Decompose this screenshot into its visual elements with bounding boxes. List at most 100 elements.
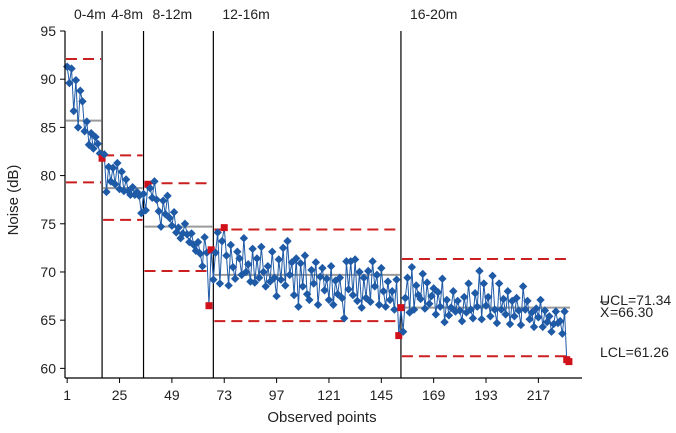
data-point [536,295,545,305]
data-point [401,293,410,303]
data-point [560,307,569,316]
data-point [481,301,491,310]
data-point [398,327,408,336]
y-axis-ticks: 60 65 70 75 80 85 90 95 [40,23,65,376]
data-point [499,294,508,304]
out-of-control-point [207,246,215,254]
data-point [512,293,521,303]
data-point [529,322,539,332]
data-point [357,303,366,312]
phase-label-1: 4-8m [111,6,143,22]
data-point [102,187,111,197]
data-point [440,317,449,327]
y-tick-label: 70 [40,264,56,280]
data-point [477,315,486,324]
data-point [89,144,98,153]
y-tick-label: 95 [40,23,56,39]
y-tick-label: 90 [40,71,56,87]
data-point [300,251,310,260]
data-point [409,305,419,314]
data-point [193,237,203,247]
data-point [340,314,349,323]
data-point [335,273,345,282]
data-point [486,312,495,321]
data-point [355,267,364,277]
data-point [73,123,83,132]
data-point [158,196,168,205]
data-point [196,249,205,258]
phase-label-2: 8-12m [153,6,193,22]
data-point [368,257,377,266]
data-point [442,295,451,305]
x-tick-label: 193 [474,387,498,403]
data-point [167,221,177,230]
data-point [531,304,541,313]
data-point [174,223,183,232]
data-point [547,327,556,336]
data-point [385,295,395,305]
data-point [276,275,286,284]
out-of-control-point [565,358,573,366]
data-point [130,190,140,200]
data-point [403,273,412,282]
data-point [235,254,244,263]
data-point [257,242,266,252]
y-tick-label: 65 [40,312,56,328]
data-point [488,271,497,281]
data-point [108,163,118,173]
data-point [78,97,87,106]
data-point [259,267,268,277]
x-tick-label: 49 [164,387,180,403]
data-point [82,117,92,126]
data-point [492,318,502,328]
data-point [233,247,242,256]
x-tick-label: 73 [216,387,232,403]
data-point [268,247,277,256]
data-point [540,306,550,315]
data-point [344,285,353,294]
data-point [483,292,493,302]
data-point [329,300,338,309]
data-point [191,246,201,255]
data-point [117,167,126,176]
phase-divider-group [101,31,402,378]
data-point [292,254,301,263]
data-point [209,275,218,284]
data-point [248,244,257,254]
x-tick-label: 97 [269,387,285,403]
data-point [359,273,369,282]
data-point [309,279,318,288]
data-point [222,251,231,260]
data-point [163,191,172,201]
data-point [84,140,94,149]
cl-symbol: X [600,304,610,320]
out-of-control-point [205,302,213,310]
data-point [228,262,238,272]
y-axis-title: Noise (dB) [5,165,22,236]
data-point [322,274,331,283]
data-point [342,257,351,266]
data-point [189,240,198,250]
data-point [307,265,316,275]
data-point [110,180,120,189]
data-point [407,262,417,272]
data-point [444,311,454,320]
data-point [106,177,116,186]
data-point [285,270,294,280]
data-point [497,305,506,314]
data-point [224,281,233,290]
data-point [80,127,89,136]
phase-label-0: 0-4m [74,6,106,22]
data-point [176,234,185,243]
data-point [198,261,207,271]
data-point [425,299,434,308]
data-point [372,270,382,280]
data-point [501,310,510,319]
data-point [305,295,314,305]
data-point [457,316,467,326]
out-of-control-point [98,154,106,162]
data-point [320,286,329,295]
data-point [420,304,430,313]
data-point [366,297,375,307]
data-point [455,306,465,315]
